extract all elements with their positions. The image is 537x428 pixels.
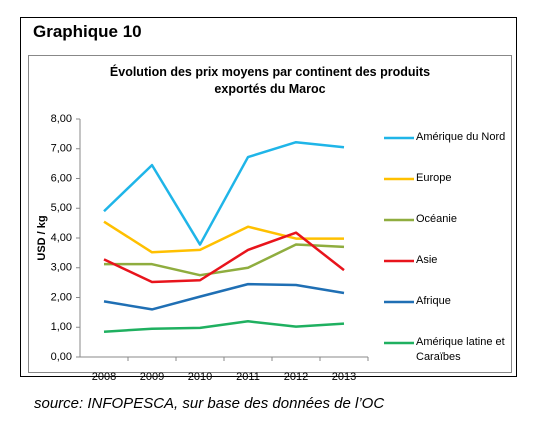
y-tick-label: 0,00 xyxy=(51,351,72,363)
chart-box xyxy=(28,55,512,373)
y-tick-label: 5,00 xyxy=(51,202,72,214)
series-line xyxy=(103,320,345,333)
x-tick-label: 2011 xyxy=(236,371,260,383)
x-tick-label: 2009 xyxy=(140,371,164,383)
legend-label: Afrique xyxy=(416,295,451,307)
series-line xyxy=(104,243,345,277)
y-tick-label: 7,00 xyxy=(51,143,72,155)
series-line xyxy=(103,231,345,284)
outer-frame xyxy=(20,17,517,377)
y-tick-label: 2,00 xyxy=(51,291,72,303)
legend-label: Amérique latine et Caraïbes xyxy=(416,336,505,363)
legend-label: Asie xyxy=(416,254,438,266)
x-tick-label: 2012 xyxy=(284,371,308,383)
x-tick-label: 2008 xyxy=(92,371,116,383)
y-tick-label: 6,00 xyxy=(51,172,72,184)
y-tick-label: 8,00 xyxy=(51,113,72,125)
series-line xyxy=(103,282,345,311)
y-tick-label: 1,00 xyxy=(51,321,72,333)
x-tick-label: 2010 xyxy=(188,371,212,383)
chart-title: Évolution des prix moyens par continent … xyxy=(109,65,431,96)
legend-label: Amérique du Nord xyxy=(416,131,506,143)
legend-label: Europe xyxy=(416,172,452,184)
y-tick-label: 3,00 xyxy=(51,262,72,274)
legend-label: Océanie xyxy=(416,213,457,225)
x-tick-label: 2013 xyxy=(332,371,356,383)
source-note: source: INFOPESCA, sur base des données … xyxy=(34,395,385,412)
y-tick-label: 4,00 xyxy=(51,232,72,244)
series-line xyxy=(103,140,345,246)
heading: Graphique 10 xyxy=(33,22,142,41)
y-axis-label: USD / kg xyxy=(36,215,48,260)
series-line xyxy=(103,220,344,254)
